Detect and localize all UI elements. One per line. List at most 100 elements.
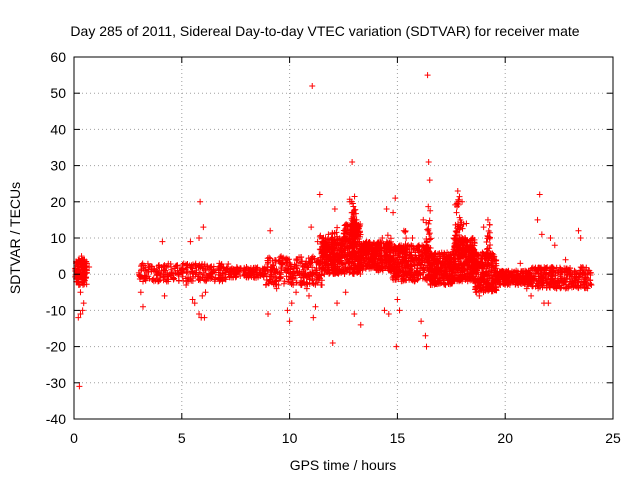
data-point <box>188 264 195 271</box>
data-point <box>254 271 261 278</box>
axis-ticks <box>73 56 614 420</box>
data-point <box>303 258 310 265</box>
data-point <box>488 259 495 266</box>
data-point <box>549 276 556 283</box>
data-point <box>535 282 542 289</box>
data-point <box>327 254 334 261</box>
data-point <box>267 227 274 234</box>
data-point <box>308 259 315 266</box>
x-tick-labels: 0 5 10 15 20 25 <box>70 430 621 446</box>
data-point <box>139 278 146 285</box>
data-point <box>221 274 228 281</box>
data-point <box>547 280 554 287</box>
data-point <box>425 243 432 250</box>
data-point <box>303 285 310 292</box>
data-point <box>374 266 381 273</box>
data-point <box>80 259 87 266</box>
data-point <box>72 265 79 272</box>
data-point <box>299 263 306 270</box>
data-point <box>377 238 384 245</box>
data-point <box>424 226 431 233</box>
data-point <box>558 284 565 291</box>
data-point <box>532 264 539 271</box>
data-point <box>519 274 526 281</box>
data-point <box>373 256 380 263</box>
data-point <box>211 276 218 283</box>
data-point <box>268 267 275 274</box>
data-point <box>310 314 317 321</box>
data-point <box>394 296 401 303</box>
data-point <box>351 311 358 318</box>
y-tick-label: 40 <box>50 121 66 137</box>
data-point <box>401 271 408 278</box>
data-point <box>461 246 468 253</box>
data-point <box>497 271 504 278</box>
data-point <box>352 219 359 226</box>
data-point <box>162 267 169 274</box>
y-tick-label: 30 <box>50 158 66 174</box>
data-point <box>523 285 530 292</box>
data-point <box>574 278 581 285</box>
data-point <box>81 271 88 278</box>
data-point <box>146 263 153 270</box>
data-point <box>439 274 446 281</box>
data-point <box>415 242 422 249</box>
data-point <box>531 275 538 282</box>
data-point <box>530 277 537 284</box>
data-point <box>317 246 324 253</box>
data-point <box>484 251 491 258</box>
data-point <box>318 249 325 256</box>
data-point <box>233 270 240 277</box>
data-point <box>381 307 388 314</box>
data-point <box>459 198 466 205</box>
data-point <box>460 236 467 243</box>
data-point <box>305 271 312 278</box>
data-point <box>201 314 208 321</box>
data-point <box>150 275 157 282</box>
data-point <box>517 260 524 267</box>
data-point <box>487 251 494 258</box>
data-point <box>456 252 463 259</box>
data-point <box>542 270 549 277</box>
data-point <box>330 270 337 277</box>
data-point <box>324 262 331 269</box>
data-point <box>438 279 445 286</box>
data-point <box>309 255 316 262</box>
data-point <box>336 239 343 246</box>
data-point <box>367 263 374 270</box>
data-point <box>423 248 430 255</box>
data-point <box>179 273 186 280</box>
data-point <box>427 207 434 214</box>
data-point <box>168 263 175 270</box>
data-point <box>363 252 370 259</box>
data-point <box>155 278 162 285</box>
data-point <box>394 269 401 276</box>
data-point <box>218 263 225 270</box>
data-point <box>321 238 328 245</box>
data-point <box>197 264 204 271</box>
data-point <box>288 300 295 307</box>
data-point <box>230 274 237 281</box>
data-point <box>399 250 406 257</box>
data-point <box>399 278 406 285</box>
data-point <box>423 239 430 246</box>
data-point <box>459 265 466 272</box>
data-point <box>441 267 448 274</box>
x-tick-label: 0 <box>70 430 78 446</box>
data-point <box>388 255 395 262</box>
data-point <box>317 232 324 239</box>
data-point <box>226 268 233 275</box>
data-point <box>425 158 432 165</box>
data-point <box>422 332 429 339</box>
data-point <box>346 245 353 252</box>
data-point <box>299 279 306 286</box>
data-point <box>75 256 82 263</box>
y-tick-label: 60 <box>50 49 66 65</box>
data-point <box>566 278 573 285</box>
data-point <box>360 263 367 270</box>
data-point <box>409 266 416 273</box>
data-point <box>457 239 464 246</box>
data-point <box>349 233 356 240</box>
data-point <box>486 275 493 282</box>
data-point <box>459 225 466 232</box>
